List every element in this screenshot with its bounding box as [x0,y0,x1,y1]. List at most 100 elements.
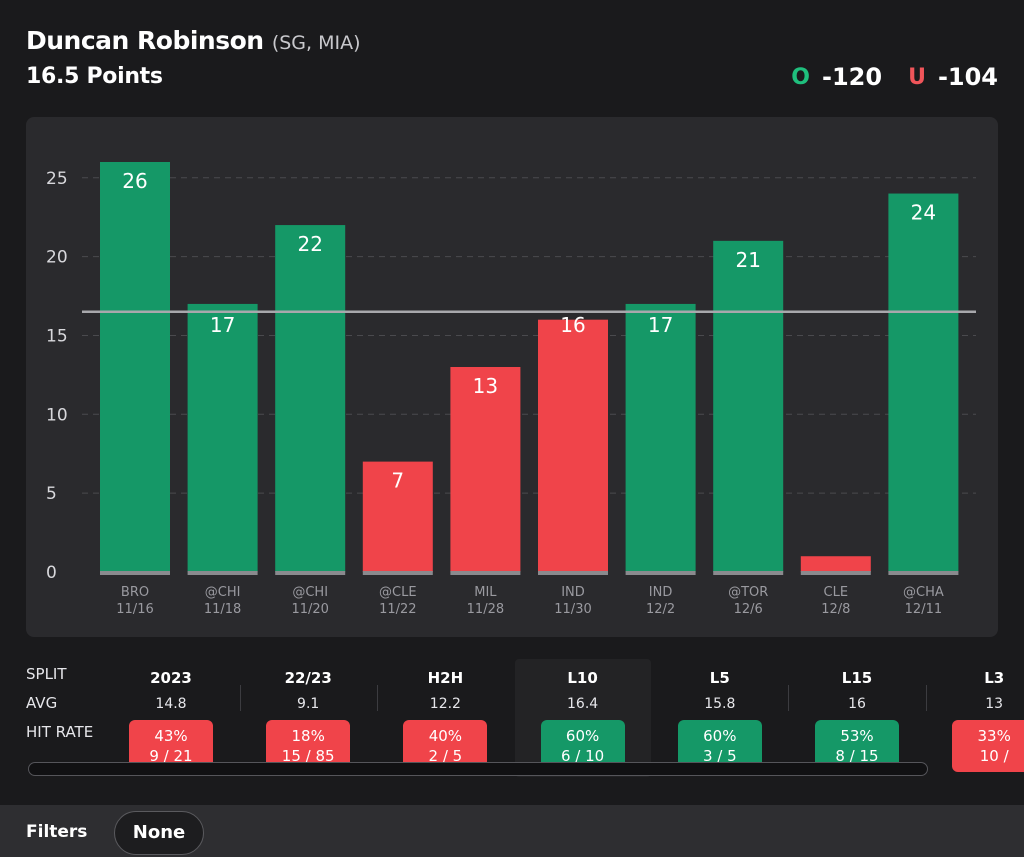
filters-bar: Filters None [0,805,1024,857]
bar-baseline [800,571,871,575]
x-tick-opponent: @CHI [292,585,328,600]
bar-ind-5[interactable] [538,319,608,572]
x-tick-date: 12/11 [905,602,942,617]
bar-baseline [362,571,433,575]
hit-rate-fraction: 8 / 15 [835,747,879,765]
bar-baseline [888,571,959,575]
x-tick-date: 11/30 [554,602,591,617]
filters-label: Filters [26,822,88,842]
split-column-l15[interactable]: L15 16 53% 8 / 15 [789,659,925,777]
y-tick-label: 25 [46,169,68,189]
bar-at-chi-2[interactable] [275,225,346,573]
hit-rate-percent: 60% [703,727,737,745]
header: Duncan Robinson (SG, MIA) 16.5 Points O … [0,0,1024,110]
bar-value-label: 22 [297,232,322,256]
bar-at-tor-7[interactable] [713,240,784,572]
bar-baseline [538,571,608,575]
splits-scrollbar[interactable] [28,762,928,776]
player-name: Duncan Robinson [26,26,264,55]
bar-ind-6[interactable] [625,303,696,572]
split-name: L3 [984,669,1005,687]
y-tick-label: 10 [46,405,68,425]
x-tick-date: 11/20 [291,602,328,617]
bar-at-cha-9[interactable] [888,193,959,572]
x-tick-date: 12/2 [646,602,675,617]
over-odds[interactable]: -120 [822,63,883,91]
y-tick-label: 0 [46,563,57,583]
split-row-label: SPLIT [26,665,67,683]
hit-rate-fraction: 9 / 21 [149,747,193,765]
bar-value-label: 26 [122,169,147,193]
odds-group: O -120 U -104 [791,63,998,91]
player-meta: (SG, MIA) [271,32,361,54]
prop-line: 16.5 Points [26,64,163,89]
x-tick-date: 11/16 [116,602,153,617]
under-odds[interactable]: -104 [937,63,998,91]
bar-bro-0[interactable] [100,162,170,572]
hit-rate-fraction: 15 / 85 [281,747,335,765]
avg-row-label: AVG [26,694,58,712]
split-column-h2h[interactable]: H2H 12.2 40% 2 / 5 [377,659,513,777]
split-avg: 13 [985,696,1004,712]
column-divider [376,685,378,711]
split-avg: 15.8 [704,696,736,712]
split-column-l5[interactable]: L5 15.8 60% 3 / 5 [652,659,788,777]
bar-baseline [100,571,170,575]
x-tick-date: 11/18 [204,602,241,617]
bar-baseline [450,571,521,575]
bar-value-label: 7 [391,469,404,493]
x-tick-date: 12/8 [821,602,850,617]
split-avg: 9.1 [297,696,320,712]
hit-rate-percent: 40% [428,727,463,745]
x-tick-opponent: BRO [121,585,149,600]
hit-rate-fraction: 3 / 5 [702,747,737,765]
split-column-l3[interactable]: L3 13 33% 10 / [926,659,1024,777]
split-name: 2023 [150,669,192,687]
split-name: L15 [841,669,873,687]
bar-value-label: 13 [473,374,498,398]
filters-none-button[interactable]: None [114,811,204,855]
split-avg: 12.2 [429,696,461,712]
split-name: L5 [709,669,730,687]
split-column-l10[interactable]: L10 16.4 60% 6 / 10 [514,659,651,777]
hit-rate-percent: 18% [291,727,325,745]
hit-rate-percent: 60% [565,727,600,745]
hit-rate-fraction: 2 / 5 [428,747,463,765]
bar-value-label: 17 [210,313,235,337]
x-tick-opponent: IND [649,585,673,600]
column-divider [925,685,927,711]
bar-value-label: 21 [735,248,760,272]
split-column-2023[interactable]: 2023 14.8 43% 9 / 21 [103,659,239,777]
bar-baseline [187,571,258,575]
hit-rate-row-label: HIT RATE [26,723,94,741]
split-column-22-23[interactable]: 22/23 9.1 18% 15 / 85 [240,659,376,777]
bar-at-chi-1[interactable] [187,303,258,572]
points-chart: 0 5 10 15 20 25 26 BRO 11/16 17 @CHI 11/18 22 @CHI 11/… [46,162,976,617]
bar-cle-8[interactable] [800,556,871,572]
hit-rate-fraction: 6 / 10 [560,747,605,765]
split-name: 22/23 [284,669,332,687]
y-tick-label: 5 [46,484,57,504]
bar-mil-4[interactable] [450,367,521,572]
x-tick-date: 11/28 [467,602,504,617]
under-icon: U [908,64,926,90]
split-avg: 16 [848,696,866,712]
x-tick-opponent: MIL [474,585,497,600]
hit-rate-percent: 53% [840,727,874,745]
x-tick-opponent: @CHI [205,585,241,600]
bar-value-label: 16 [560,313,585,337]
bar-value-label: 24 [911,201,936,225]
split-name: H2H [427,669,464,687]
bar-baseline [625,571,696,575]
hit-rate-percent: 43% [154,727,188,745]
x-tick-opponent: @TOR [728,585,768,600]
bar-value-label: 17 [648,313,673,337]
split-avg: 14.8 [155,696,187,712]
bar-at-cle-3[interactable] [362,461,433,572]
split-name: L10 [567,669,598,687]
x-tick-opponent: @CLE [379,585,417,600]
x-tick-opponent: @CHA [903,585,944,600]
bar-baseline [275,571,346,575]
bar-baseline [713,571,784,575]
x-tick-opponent: CLE [824,585,849,600]
